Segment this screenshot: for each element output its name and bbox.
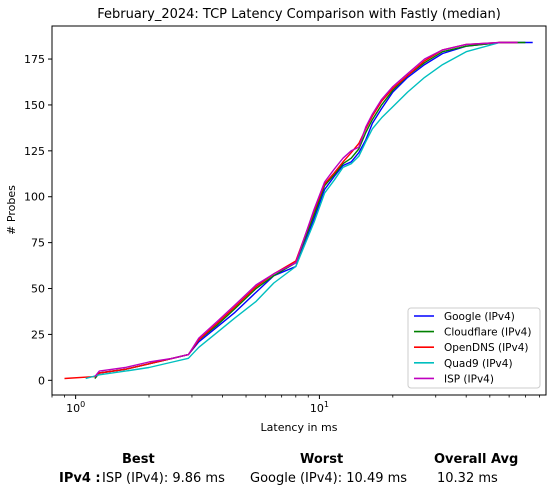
- series-line-4: [94, 41, 518, 378]
- y-axis: 0 25 50 75 100 125 150 175: [24, 53, 52, 387]
- y-axis-label: # Probes: [5, 185, 18, 235]
- plot-area: [64, 41, 533, 380]
- x-axis-label: Latency in ms: [261, 421, 338, 434]
- latency-chart: February_2024: TCP Latency Comparison wi…: [5, 7, 547, 434]
- x-axis: 100 101: [51, 395, 540, 415]
- best-header: Best: [122, 452, 155, 467]
- worst-header: Worst: [300, 452, 344, 467]
- legend-label-1: Cloudflare (IPv4): [444, 327, 531, 339]
- y-tick-label: 0: [38, 374, 45, 387]
- legend-label-2: OpenDNS (IPv4): [444, 342, 529, 354]
- x-tick-label: 100: [66, 400, 85, 415]
- y-tick-label: 150: [24, 99, 45, 112]
- x-tick-label: 101: [310, 400, 329, 415]
- legend: Google (IPv4) Cloudflare (IPv4) OpenDNS (I…: [407, 307, 541, 389]
- overall-avg-header: Overall Avg: [434, 452, 519, 467]
- legend-box: [407, 307, 541, 389]
- y-tick-label: 125: [24, 145, 45, 158]
- series-line-3: [85, 41, 501, 380]
- legend-label-4: ISP (IPv4): [444, 373, 494, 385]
- y-tick-label: 50: [31, 283, 45, 296]
- chart-title: February_2024: TCP Latency Comparison wi…: [97, 7, 501, 22]
- legend-label-3: Quad9 (IPv4): [444, 358, 513, 370]
- y-tick-label: 25: [31, 328, 45, 341]
- y-tick-label: 175: [24, 53, 45, 66]
- y-tick-label: 100: [24, 191, 45, 204]
- overall-avg-value: 10.32 ms: [437, 471, 498, 486]
- plot-frame: [51, 25, 547, 396]
- y-tick-label: 75: [31, 237, 45, 250]
- legend-label-0: Google (IPv4): [444, 311, 515, 323]
- ipv4-row-label: IPv4 :: [59, 471, 101, 486]
- best-value: ISP (IPv4): 9.86 ms: [102, 471, 225, 486]
- worst-value: Google (IPv4): 10.49 ms: [250, 471, 408, 486]
